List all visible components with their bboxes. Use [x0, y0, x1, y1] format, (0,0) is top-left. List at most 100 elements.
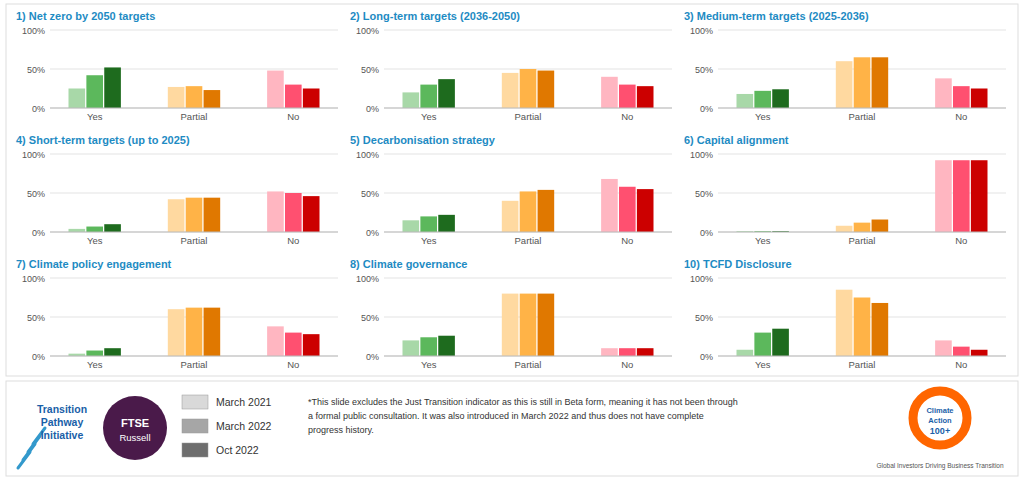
bar: [168, 87, 185, 108]
footnote: *This slide excludes the Just Transition…: [308, 397, 738, 435]
bar: [836, 61, 853, 108]
y-tick-label: 0%: [366, 104, 379, 114]
bar: [953, 86, 970, 108]
x-tick-label: Partial: [181, 111, 208, 122]
bars: [403, 294, 654, 356]
panel-title: 2) Long-term targets (2036-2050): [350, 10, 520, 22]
panel-title: 8) Climate governance: [350, 258, 467, 270]
legend-label: March 2022: [216, 420, 272, 432]
y-tick-label: 100%: [356, 150, 379, 160]
bar: [502, 73, 519, 108]
bar: [303, 196, 320, 232]
bar: [204, 198, 221, 232]
bar: [619, 187, 636, 232]
y-tick-label: 50%: [27, 313, 45, 323]
bar: [168, 309, 185, 356]
panel: 1) Net zero by 2050 targets0%50%100%YesP…: [16, 10, 338, 122]
x-tick-label: Partial: [181, 235, 208, 246]
y-tick-label: 0%: [32, 228, 45, 238]
y-tick-label: 50%: [361, 65, 379, 75]
bar: [204, 308, 221, 356]
x-tick-label: Yes: [755, 359, 771, 370]
text-line: a formal public consultation. It was als…: [308, 411, 704, 421]
y-tick-label: 100%: [690, 150, 713, 160]
panel-title: 10) TCFD Disclosure: [684, 258, 792, 270]
x-tick-label: Yes: [421, 235, 437, 246]
legend-label: Oct 2022: [216, 444, 259, 456]
y-tick-label: 50%: [27, 189, 45, 199]
x-axis-line: [718, 108, 1006, 109]
grid-line: [384, 108, 672, 109]
bar: [836, 226, 853, 232]
x-tick-label: Partial: [849, 235, 876, 246]
x-tick-label: Yes: [421, 111, 437, 122]
grid-line: [384, 356, 672, 357]
bar: [601, 348, 618, 356]
grid-line: [718, 278, 1006, 279]
y-tick-label: 0%: [32, 352, 45, 362]
legend-swatch: [182, 395, 208, 409]
bar: [538, 294, 555, 356]
y-tick-label: 100%: [22, 26, 45, 36]
x-tick-label: No: [287, 235, 299, 246]
logo-text: Climate: [926, 406, 953, 415]
bar: [303, 89, 320, 109]
panel: 3) Medium-term targets (2025-2036)0%50%1…: [684, 10, 1006, 122]
y-tick-label: 100%: [690, 274, 713, 284]
y-tick-label: 100%: [356, 274, 379, 284]
bar: [520, 294, 537, 356]
x-tick-label: No: [955, 235, 967, 246]
y-tick-label: 50%: [361, 313, 379, 323]
bars: [403, 179, 654, 232]
x-tick-label: Yes: [87, 235, 103, 246]
panel-title: 1) Net zero by 2050 targets: [16, 10, 155, 22]
x-axis-line: [50, 232, 338, 233]
panel-title: 5) Decarbonisation strategy: [350, 134, 496, 146]
grid-line: [718, 356, 1006, 357]
bar: [186, 198, 203, 232]
bars: [737, 57, 988, 108]
bar: [854, 223, 871, 232]
bars: [69, 308, 320, 356]
bar: [502, 294, 519, 356]
y-tick-label: 50%: [695, 313, 713, 323]
x-axis-line: [718, 232, 1006, 233]
panel: 4) Short-term targets (up to 2025)0%50%1…: [16, 134, 338, 246]
logo-circle: [103, 396, 167, 460]
bar: [186, 308, 203, 356]
logo-text: Action: [928, 416, 952, 425]
bar: [601, 77, 618, 108]
grid-line: [718, 232, 1006, 233]
y-tick-label: 0%: [366, 228, 379, 238]
bar: [601, 179, 618, 232]
grid-line: [50, 278, 338, 279]
y-tick-label: 50%: [361, 189, 379, 199]
grid-line: [50, 30, 338, 31]
grid-line: [50, 108, 338, 109]
bar: [420, 85, 437, 108]
bar: [303, 334, 320, 356]
x-axis-line: [384, 108, 672, 109]
grid-line: [50, 356, 338, 357]
x-tick-label: No: [621, 359, 633, 370]
bar: [502, 201, 519, 232]
bar: [538, 71, 555, 108]
x-axis-line: [50, 108, 338, 109]
y-tick-label: 100%: [22, 150, 45, 160]
bar: [637, 348, 654, 356]
text-line: Transition: [37, 403, 87, 415]
grid-line: [718, 30, 1006, 31]
logo-ring: [913, 391, 967, 445]
bar: [953, 160, 970, 232]
x-tick-label: Partial: [515, 111, 542, 122]
bars: [69, 67, 320, 108]
grid-line: [50, 232, 338, 233]
bar: [438, 215, 455, 232]
bar: [520, 191, 537, 232]
x-tick-label: Yes: [755, 111, 771, 122]
logo-text: Russell: [119, 432, 150, 443]
bar: [403, 340, 420, 356]
logo-text: TransitionPathwayInitiative: [37, 403, 87, 441]
x-axis-line: [384, 232, 672, 233]
bars: [737, 160, 988, 232]
